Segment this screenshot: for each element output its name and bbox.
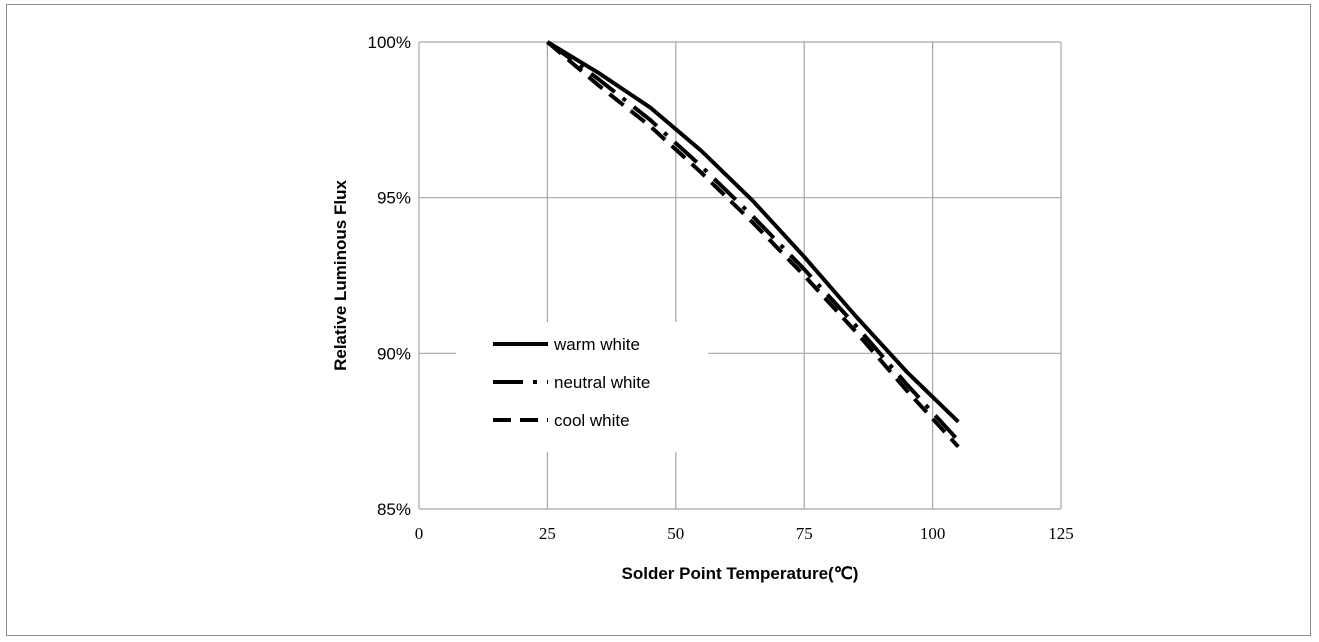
y-tick-label: 95% [377, 189, 411, 208]
x-tick-label: 0 [415, 524, 424, 543]
x-tick-label: 100 [920, 524, 946, 543]
x-tick-label: 75 [796, 524, 813, 543]
chart-frame [6, 4, 1311, 636]
y-tick-label: 90% [377, 344, 411, 363]
y-tick-label: 85% [377, 500, 411, 519]
x-tick-label: 125 [1048, 524, 1074, 543]
x-tick-label: 25 [539, 524, 556, 543]
series-line-warm-white [546, 40, 960, 424]
y-tick-label: 100% [368, 33, 411, 52]
x-axis-title: Solder Point Temperature(℃) [622, 564, 859, 583]
legend: warm white neutral white cool white [493, 335, 650, 430]
tick-labels: 0 25 50 75 100 125 85% 90% 95% 100% [368, 33, 1074, 543]
y-axis-title: Relative Luminous Flux [331, 180, 350, 371]
legend-label: neutral white [554, 373, 650, 392]
series-lines [546, 40, 960, 449]
grid-lines [418, 41, 1062, 510]
legend-label: warm white [553, 335, 640, 354]
legend-label: cool white [554, 411, 630, 430]
series-line-cool-white [546, 40, 960, 449]
x-tick-label: 50 [667, 524, 684, 543]
